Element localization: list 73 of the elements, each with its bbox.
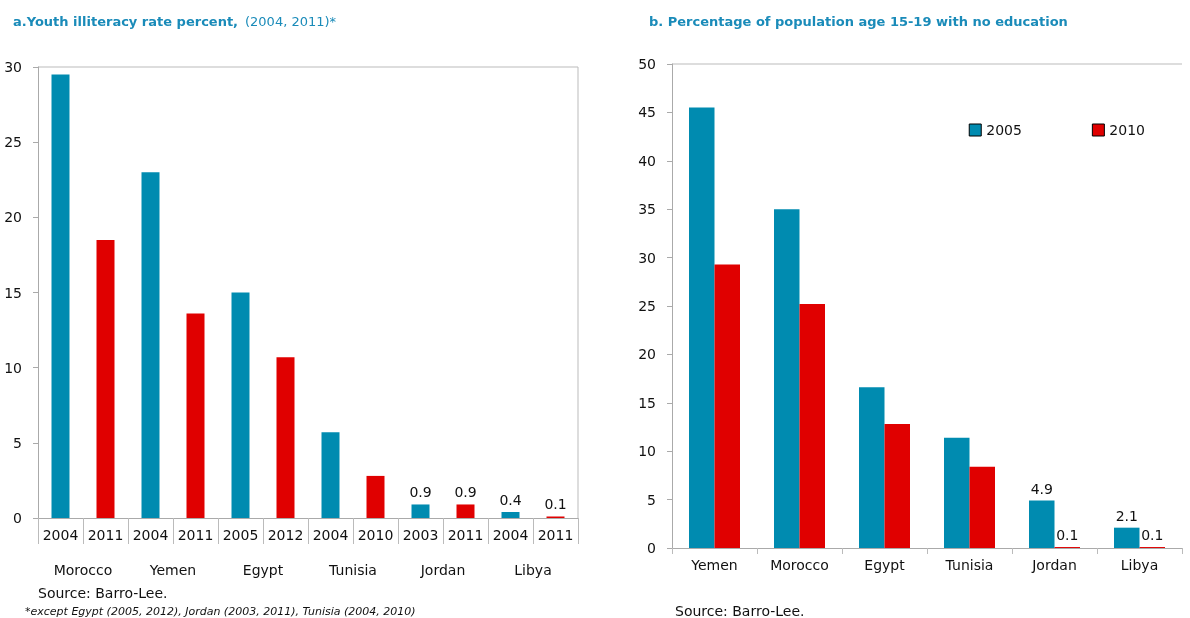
data-label: 0.4 [499,491,522,508]
chart-title: a.Youth illiteracy rate percent, [13,14,239,29]
x-tick-label: 2011 [177,527,214,543]
text: *except Egypt (2005, 2012), Jordan (2003, 2011), Tunisia (2004, 2010) [25,605,416,618]
bar [689,107,715,548]
y-tick-label: 40 [638,152,656,169]
x-tick-label: 2005 [222,527,259,543]
bar [51,74,70,518]
y-tick-label: 25 [638,298,656,314]
x-tick-label: 2004 [42,527,79,543]
bar [501,511,520,518]
bar [96,239,115,518]
y-tick-label: 45 [638,104,656,121]
y-tick-label: 50 [638,56,656,72]
data-label: 0.1 [1056,527,1079,544]
y-tick-label: 5 [13,434,22,451]
x-tick-label: Jordan [1031,557,1077,573]
bar [321,432,340,518]
y-tick-label: 35 [638,201,656,218]
y-tick-label: 0 [13,510,22,526]
y-tick-label: 0 [647,540,656,556]
y-tick-label: 30 [638,249,656,266]
bar [186,313,205,518]
bar [859,387,885,548]
chart-title: b. Percentage of population age 15-19 with no education [649,14,1068,29]
x-tick-label: 2012 [267,527,304,543]
legend-label: 2010 [1109,122,1146,138]
x-tick-label: 2004 [492,527,529,543]
data-label: 2.1 [1115,507,1138,524]
y-tick-label: 30 [4,59,22,75]
bar [799,304,825,548]
x-tick-label: 2010 [357,527,394,543]
x-tick-label: 2011 [87,527,124,543]
x-tick-label: Libya [1120,557,1159,573]
legend-label: 2005 [986,122,1022,138]
y-tick-label: 20 [638,346,656,363]
y-tick-label: 5 [647,491,656,508]
source-note: Source: Barro-Lee. [675,603,805,618]
bar [969,466,995,548]
bar [366,475,385,518]
y-tick-label: 10 [638,443,656,460]
bar [141,172,160,518]
chart-subtitle: (2004, 2011)* [245,14,337,29]
x-tick-label: Morocco [770,557,829,573]
x-tick-label: Egypt [864,557,906,573]
bar [1029,500,1055,548]
data-label: 0.1 [544,496,567,513]
y-tick-label: 15 [4,284,22,301]
bar [884,424,910,548]
data-label: 0.1 [1141,527,1164,544]
bar [1114,527,1140,548]
y-tick-label: 20 [4,209,22,226]
x-tick-label: Tunisia [944,557,994,573]
x-tick-label: 2003 [402,527,439,543]
bar [411,504,430,518]
y-tick-label: 15 [638,394,656,411]
data-label: 0.9 [454,484,477,501]
x-tick-label: 2004 [132,527,169,543]
y-tick-label: 10 [4,359,22,376]
x-tick-label: 2011 [447,527,484,543]
bar [456,504,475,518]
bar [231,292,250,518]
x-tick-label: Yemen [690,557,738,573]
x-tick-label: 2011 [537,527,574,543]
bar [276,357,295,518]
source-note: Source: Barro-Lee. [38,585,168,601]
bar [714,264,740,548]
y-tick-label: 25 [4,134,22,151]
data-label: 4.9 [1030,480,1053,497]
bar [774,209,800,548]
data-label: 0.9 [409,484,432,501]
x-tick-label: 2004 [312,527,349,543]
bar [944,437,970,548]
